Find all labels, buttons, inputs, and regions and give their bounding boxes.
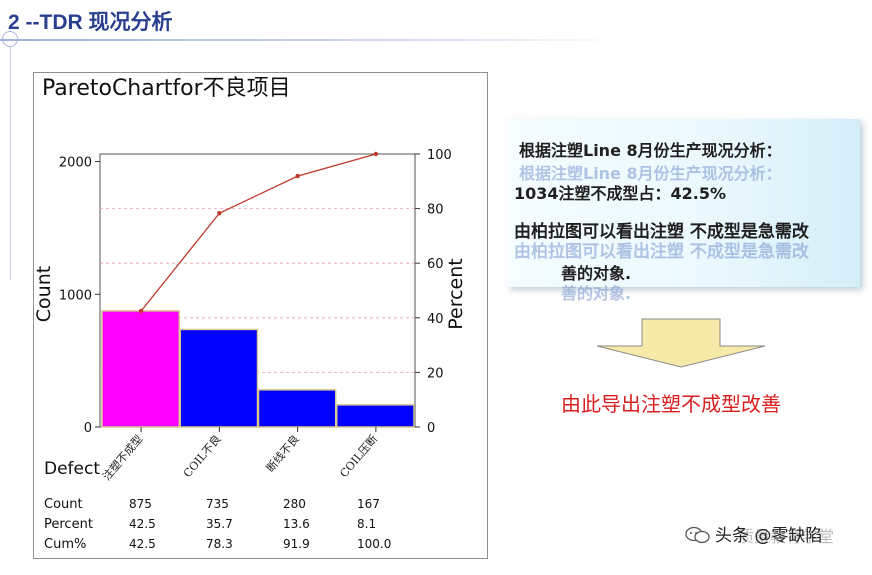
table-cell: 78.3: [206, 537, 233, 551]
chart-title: ParetoChartfor不良项目: [42, 76, 291, 101]
watermark-ghost-text: 质量教育学堂: [738, 527, 835, 546]
table-row-label: Percent: [44, 517, 93, 532]
y-tick-label: 2000: [59, 156, 92, 171]
table-cell: 13.6: [283, 517, 310, 531]
note-line-4: 善的对象.: [561, 264, 632, 283]
x-tick-label: 断线不良: [263, 432, 302, 475]
y2-axis-title: Percent: [445, 258, 467, 330]
y-axis-title: Count: [33, 266, 55, 322]
bar-2: [179, 328, 259, 428]
table-row-label: Count: [44, 497, 83, 512]
y2-tick-label: 20: [427, 366, 444, 381]
bar-1: [101, 310, 180, 428]
cumulative-line: [140, 153, 377, 312]
table-cell: 91.9: [283, 537, 310, 551]
table-cell: 42.5: [129, 517, 156, 531]
table-cell: 8.1: [357, 517, 376, 531]
table-cell: 280: [283, 497, 306, 511]
decorative-vertical-line: [10, 30, 11, 280]
table-cell: 875: [129, 497, 152, 511]
note-line-2: 1034注塑不成型占：42.5%: [514, 184, 727, 203]
bar-4: [336, 404, 415, 428]
x-axis-title: Defect: [44, 459, 100, 479]
note-line-4-reflection: 善的对象.: [561, 284, 632, 303]
title-underline: [0, 39, 620, 41]
note-line-3-reflection: 由柏拉图可以看出注塑 不成型是急需改: [514, 242, 809, 262]
note-line-1-reflection: 根据注塑Line 8月份生产现况分析：: [519, 164, 782, 183]
y2-tick-label: 100: [427, 148, 452, 163]
table-cell: 167: [357, 497, 380, 511]
x-tick-label: COIL不良: [180, 432, 224, 480]
x-tick-label: COIL压断: [337, 432, 381, 480]
note-line-1: 根据注塑Line 8月份生产现况分析：: [519, 141, 782, 160]
cumulative-point-4: [373, 151, 379, 157]
table-cell: 100.0: [357, 537, 391, 551]
y-tick-label: 1000: [59, 288, 92, 303]
chat-bubble-icon: [685, 526, 710, 544]
cumulative-point-2: [217, 211, 222, 216]
bar-3: [257, 389, 337, 428]
table-cell: 42.5: [129, 537, 156, 551]
slide-title: 2 --TDR 现况分析: [8, 11, 173, 34]
x-tick-label: 注塑不成型: [99, 432, 145, 483]
down-arrow-icon: [596, 318, 766, 368]
y2-tick-label: 60: [427, 257, 444, 272]
y2-tick-label: 40: [427, 312, 444, 327]
y-tick-label: 0: [84, 421, 92, 436]
y2-tick-label: 80: [427, 203, 444, 218]
table-cell: 35.7: [206, 517, 233, 531]
table-cell: 735: [206, 497, 229, 511]
note-line-3: 由柏拉图可以看出注塑 不成型是急需改: [514, 222, 809, 242]
pareto-chart: 0 1000 2000 0 20 40 60 80 100 Count Percent 注塑不成型 CO…: [33, 148, 467, 552]
conclusion-text: 由此导出注塑不成型改善: [561, 392, 781, 416]
cumulative-point-3: [295, 173, 300, 179]
y2-tick-label: 0: [427, 421, 435, 436]
table-row-label: Cum%: [44, 537, 86, 552]
watermark-text: 头条 @零缺陷: [715, 526, 823, 546]
analysis-note-box: 根据注塑Line 8月份生产现况分析： 根据注塑Line 8月份生产现况分析： …: [507, 119, 860, 303]
cumulative-point-1: [138, 308, 144, 314]
